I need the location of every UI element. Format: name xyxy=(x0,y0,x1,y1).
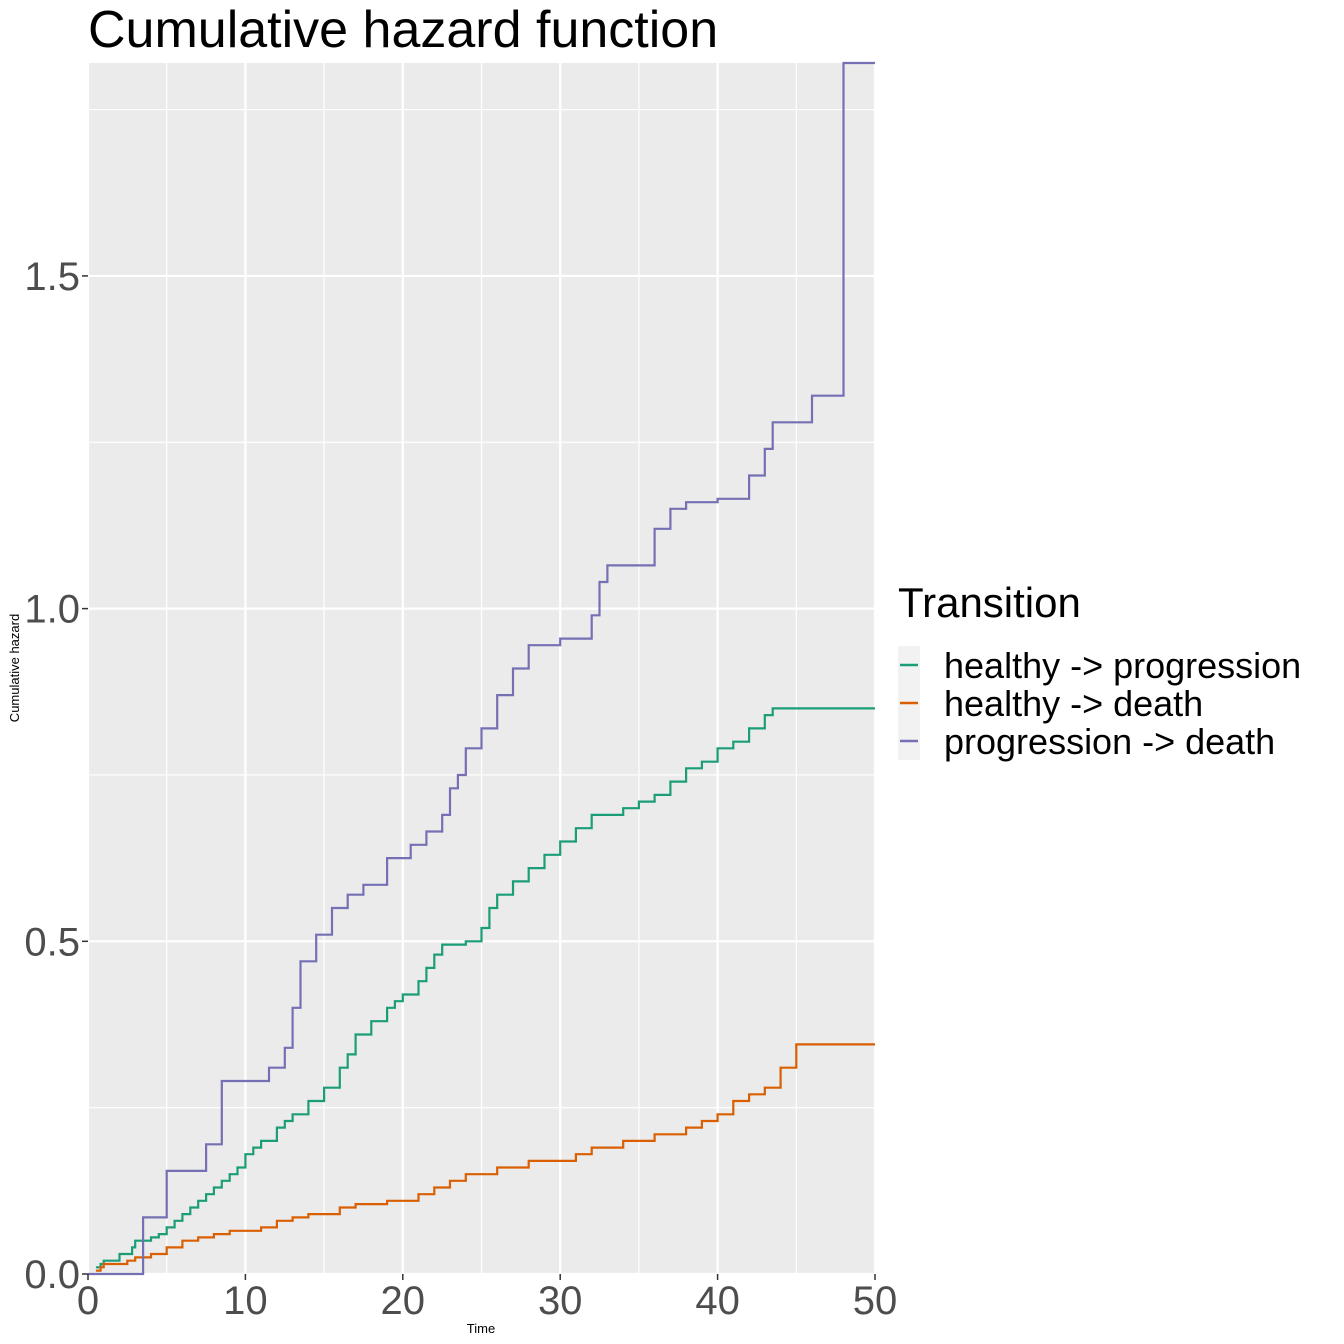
series-lines xyxy=(88,61,875,1276)
series-line-2 xyxy=(95,1043,875,1272)
x-tick-label: 50 xyxy=(853,1279,898,1323)
grid-lines xyxy=(86,63,877,1276)
x-tick-label: 40 xyxy=(695,1279,740,1323)
legend-entry-label: healthy -> death xyxy=(944,683,1203,724)
y-axis-label: Cumulative hazard xyxy=(7,614,22,722)
series-line-3 xyxy=(88,61,875,1276)
legend: Transition healthy -> progressionhealthy… xyxy=(898,579,1301,762)
x-tick-label: 30 xyxy=(538,1279,583,1323)
y-tick-label: 0.0 xyxy=(24,1253,80,1297)
x-tick-label: 20 xyxy=(381,1279,426,1323)
y-tick-label: 1.0 xyxy=(24,588,80,632)
series-line-1 xyxy=(95,707,875,1269)
x-tick-label: 0 xyxy=(77,1279,99,1323)
x-axis-label: Time xyxy=(467,1321,495,1336)
legend-title: Transition xyxy=(898,579,1081,626)
legend-entry-label: healthy -> progression xyxy=(944,645,1301,686)
x-tick-label: 10 xyxy=(223,1279,268,1323)
legend-entry-label: progression -> death xyxy=(944,721,1275,762)
chart-title: Cumulative hazard function xyxy=(88,1,718,59)
axes: 0 10 20 30 40 50 0.0 0.5 1.0 1.5 xyxy=(24,255,897,1323)
y-tick-label: 0.5 xyxy=(24,920,80,964)
y-tick-label: 1.5 xyxy=(24,255,80,299)
